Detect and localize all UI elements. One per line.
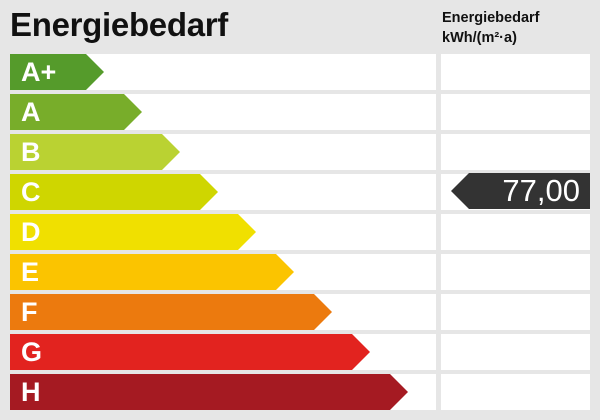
class-label: E bbox=[21, 257, 40, 287]
value-marker-text: 77,00 bbox=[502, 173, 580, 208]
class-arrow-A: A bbox=[10, 94, 142, 130]
value-marker: 77,00 bbox=[451, 173, 590, 209]
class-arrow-shape-H bbox=[10, 374, 408, 410]
value-cell-D bbox=[441, 214, 590, 250]
class-arrow-E: E bbox=[10, 254, 294, 290]
value-cell-B bbox=[441, 134, 590, 170]
class-arrow-shape-B bbox=[10, 134, 180, 170]
class-arrow-shape-A+ bbox=[10, 54, 104, 90]
value-cell-G bbox=[441, 334, 590, 370]
class-label: B bbox=[21, 137, 41, 167]
unit-label: Energiebedarf kWh/(m²·a) bbox=[442, 8, 540, 48]
class-arrow-H: H bbox=[10, 374, 408, 410]
class-arrow-C: C bbox=[10, 174, 218, 210]
class-arrow-G: G bbox=[10, 334, 370, 370]
class-label: C bbox=[21, 177, 41, 207]
value-cell-A bbox=[441, 94, 590, 130]
class-arrow-shape-A bbox=[10, 94, 142, 130]
class-arrow-shape-G bbox=[10, 334, 370, 370]
class-label: A+ bbox=[21, 57, 57, 87]
class-arrow-D: D bbox=[10, 214, 256, 250]
value-marker-shape bbox=[451, 173, 590, 209]
class-arrow-B: B bbox=[10, 134, 180, 170]
class-label: F bbox=[21, 297, 38, 327]
value-cell-E bbox=[441, 254, 590, 290]
class-label: G bbox=[21, 337, 43, 367]
class-label: H bbox=[21, 377, 41, 407]
chart-title: Energiebedarf bbox=[10, 6, 228, 43]
class-arrow-shape-F bbox=[10, 294, 332, 330]
class-label: A bbox=[21, 97, 41, 127]
class-arrow-shape-D bbox=[10, 214, 256, 250]
value-cell-H bbox=[441, 374, 590, 410]
unit-label-line2: kWh/(m²·a) bbox=[442, 30, 517, 46]
class-arrow-F: F bbox=[10, 294, 332, 330]
unit-label-line1: Energiebedarf bbox=[442, 10, 540, 26]
class-arrow-A+: A+ bbox=[10, 54, 104, 90]
class-arrow-shape-C bbox=[10, 174, 218, 210]
value-cell-A+ bbox=[441, 54, 590, 90]
class-arrow-shape-E bbox=[10, 254, 294, 290]
class-label: D bbox=[21, 217, 41, 247]
value-cell-F bbox=[441, 294, 590, 330]
